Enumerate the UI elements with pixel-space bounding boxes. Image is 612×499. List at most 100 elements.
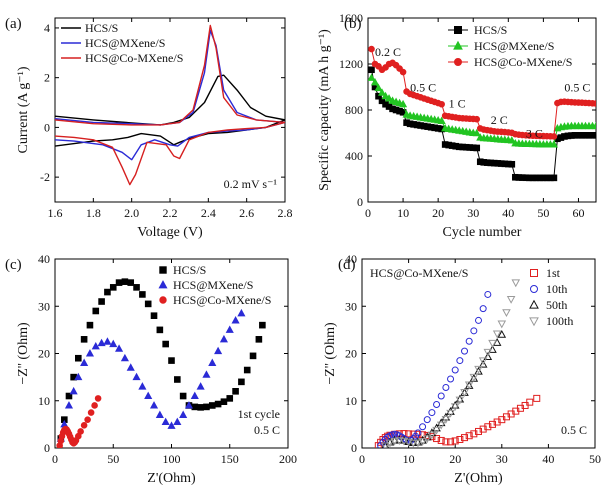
data-point <box>437 392 445 400</box>
data-point <box>418 438 427 447</box>
data-point <box>139 291 146 298</box>
data-point <box>368 45 375 53</box>
data-point <box>437 116 446 124</box>
data-point <box>474 365 483 374</box>
data-point <box>506 295 516 304</box>
data-point <box>399 437 409 446</box>
panel-a: 1.6 1.8 2.0 2.2 2.4 2.6 2.8 -2 0 2 4 Voltage (V) Cur… <box>5 16 293 240</box>
data-point <box>592 100 596 107</box>
data-point <box>80 336 88 343</box>
legend-marker <box>159 296 167 304</box>
y-tick-label: 1600 <box>339 11 363 25</box>
data-point <box>450 403 460 412</box>
data-layer <box>55 24 285 186</box>
panel-d: 0 10 20 30 40 50 0 10 20 30 40 Z'(Ohm) −Z'' (Ohm) (d)… <box>323 252 601 486</box>
rate-label: 2 C <box>491 113 508 127</box>
data-point <box>432 426 441 435</box>
data-point <box>478 359 488 368</box>
y-tick-label: 10 <box>38 394 50 408</box>
data-point <box>259 321 266 329</box>
data-point <box>399 99 408 108</box>
data-point <box>419 423 427 431</box>
data-point <box>460 389 469 397</box>
data-point <box>446 409 455 418</box>
data-point <box>502 309 511 318</box>
y-tick-label: 30 <box>38 299 50 313</box>
data-point <box>390 437 399 446</box>
data-point <box>394 437 404 446</box>
data-point <box>508 160 516 168</box>
x-tick-label: 100 <box>163 452 181 466</box>
data-point <box>214 400 222 408</box>
data-point <box>162 340 169 348</box>
series-line <box>55 74 285 147</box>
data-point <box>591 121 596 130</box>
data-point <box>428 409 436 417</box>
data-point <box>484 290 492 298</box>
x-tick-label: 1.6 <box>48 206 63 220</box>
panel-b: 0 10 20 30 40 50 60 0 400 800 1200 1600 Cycle number… <box>317 11 597 240</box>
legend-marker <box>529 299 539 309</box>
data-point <box>455 396 465 405</box>
data-point <box>86 321 94 329</box>
data-point <box>478 357 488 366</box>
data-point <box>167 421 176 429</box>
data-point <box>550 133 558 140</box>
y-axis-label: Current (A g⁻¹) <box>16 66 31 153</box>
data-point <box>384 94 394 102</box>
x-tick-label: 2.6 <box>239 206 254 220</box>
data-point <box>442 438 450 446</box>
data-point <box>493 418 501 426</box>
data-point <box>465 337 473 345</box>
data-point <box>179 410 188 418</box>
data-point <box>132 372 141 381</box>
data-point <box>409 430 417 438</box>
data-point <box>220 398 228 405</box>
x-axis-label: Cycle number <box>443 225 522 240</box>
data-point <box>446 406 455 415</box>
data-point <box>231 316 240 324</box>
x-tick-label: 0 <box>52 452 58 466</box>
data-point <box>451 437 459 445</box>
data-point <box>232 388 239 395</box>
data-point <box>94 395 102 402</box>
y-tick-label: 1200 <box>339 57 363 71</box>
data-point <box>465 432 473 440</box>
data-point <box>456 435 464 443</box>
data-point <box>104 288 111 296</box>
x-axis-label: Voltage (V) <box>137 225 203 240</box>
rate-label: 1 C <box>449 97 466 111</box>
legend-marker <box>453 40 463 50</box>
x-tick-label: 40 <box>502 206 514 220</box>
data-point <box>249 352 257 360</box>
data-point <box>133 284 140 291</box>
data-point <box>475 427 482 435</box>
data-point <box>461 434 469 442</box>
x-axis-label: Z'(Ohm) <box>147 471 196 486</box>
legend-marker <box>454 58 462 66</box>
data-point <box>80 422 88 429</box>
data-point <box>442 384 450 392</box>
data-point <box>385 439 395 448</box>
data-point <box>437 436 445 444</box>
legend-entry: HCS@MXene/S <box>173 278 253 292</box>
data-point <box>475 316 482 324</box>
data-point <box>208 402 216 409</box>
data-point <box>413 439 423 448</box>
data-point <box>427 431 437 440</box>
legend-entry: HCS@MXene/S <box>474 39 554 53</box>
data-point <box>414 429 422 437</box>
rate-label: 0.5 C <box>410 81 436 95</box>
data-point <box>492 330 502 339</box>
data-point <box>174 376 181 383</box>
y-tick-label: 4 <box>44 21 50 35</box>
data-point <box>592 132 596 139</box>
legend-entry: 50th <box>546 298 567 312</box>
data-point <box>202 370 211 378</box>
y-tick-label: 30 <box>345 299 357 313</box>
data-point <box>168 357 175 364</box>
data-point <box>464 381 474 390</box>
rate-label: 0.2 C <box>375 45 401 59</box>
data-point <box>497 320 507 329</box>
data-point <box>368 66 375 74</box>
